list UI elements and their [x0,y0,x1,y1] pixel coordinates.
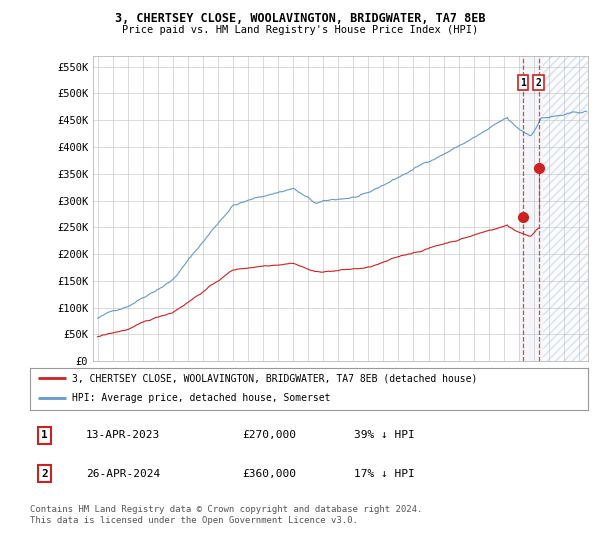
Text: 17% ↓ HPI: 17% ↓ HPI [353,469,415,479]
Text: 1: 1 [41,431,48,440]
Text: £360,000: £360,000 [242,469,296,479]
Text: 2: 2 [536,78,542,88]
Text: 2: 2 [41,469,48,479]
Bar [543,56,588,361]
Text: Contains HM Land Registry data © Crown copyright and database right 2024.
This d: Contains HM Land Registry data © Crown c… [30,505,422,525]
Text: 39% ↓ HPI: 39% ↓ HPI [353,431,415,440]
Text: 26-APR-2024: 26-APR-2024 [86,469,160,479]
Text: Price paid vs. HM Land Registry's House Price Index (HPI): Price paid vs. HM Land Registry's House … [122,25,478,35]
Text: £270,000: £270,000 [242,431,296,440]
Text: 3, CHERTSEY CLOSE, WOOLAVINGTON, BRIDGWATER, TA7 8EB (detached house): 3, CHERTSEY CLOSE, WOOLAVINGTON, BRIDGWA… [72,374,477,384]
Text: HPI: Average price, detached house, Somerset: HPI: Average price, detached house, Some… [72,393,331,403]
Bar [543,56,588,361]
Text: 3, CHERTSEY CLOSE, WOOLAVINGTON, BRIDGWATER, TA7 8EB: 3, CHERTSEY CLOSE, WOOLAVINGTON, BRIDGWA… [115,12,485,25]
Text: 1: 1 [520,78,526,88]
Text: 13-APR-2023: 13-APR-2023 [86,431,160,440]
Bar [519,56,543,361]
